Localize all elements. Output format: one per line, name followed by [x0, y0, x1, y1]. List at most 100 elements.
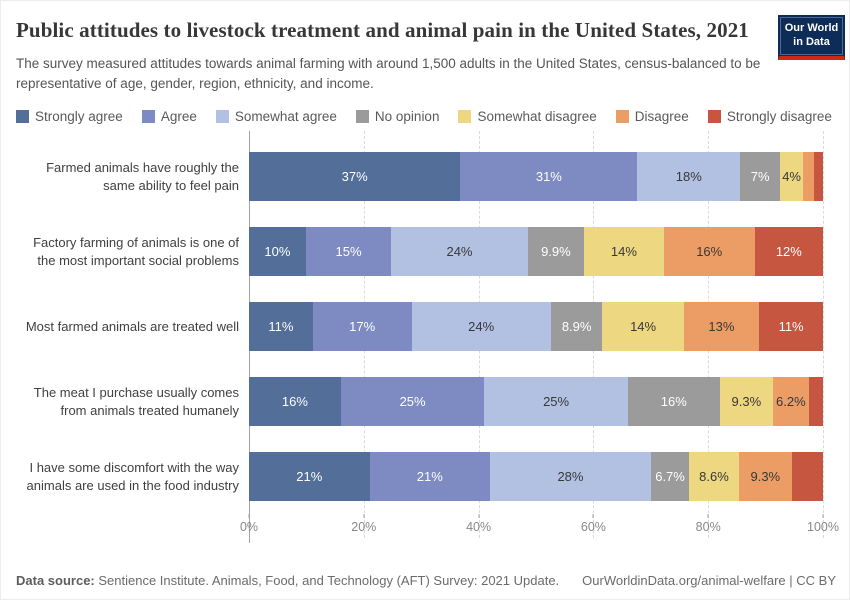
legend-label: Disagree: [634, 109, 689, 125]
axis-tick-label: 60%: [580, 520, 606, 535]
bar-segment[interactable]: 8.9%: [550, 302, 603, 352]
legend-swatch-icon: [355, 110, 369, 124]
bar-segment[interactable]: 16%: [627, 377, 720, 427]
legend-item[interactable]: No opinion: [355, 109, 440, 125]
bar-segment[interactable]: 16%: [663, 227, 755, 277]
bar-segment[interactable]: 24%: [411, 302, 551, 352]
axis-tick-label: 80%: [695, 520, 721, 535]
bar-segment[interactable]: 18%: [637, 152, 741, 202]
bar-segment[interactable]: 13%: [683, 302, 760, 352]
category-label: I have some discomfort with the way anim…: [26, 460, 239, 493]
axis-tick-mark: [822, 514, 824, 519]
bar-segment[interactable]: 24%: [391, 227, 528, 277]
bar-segment[interactable]: 17%: [312, 302, 412, 352]
legend-swatch-icon: [215, 110, 229, 124]
category-label: The meat I purchase usually comes from a…: [33, 385, 239, 418]
x-axis: 0% 20% 40% 60% 80% 100%: [240, 514, 839, 538]
gridline: [823, 131, 824, 539]
chart-legend: Strongly agree Agree Somewhat agree No opin…: [16, 109, 836, 124]
legend-item[interactable]: Strongly agree: [16, 109, 123, 124]
bar-segment[interactable]: 9.3%: [719, 377, 774, 427]
table-row: 16% 25% 25% 16% 9.3% 6.2%: [249, 364, 823, 439]
chart-footer: Data source: Sentience Institute. Animal…: [16, 573, 836, 588]
bar-segment[interactable]: 8.6%: [689, 452, 739, 502]
legend-label: Somewhat agree: [234, 109, 337, 125]
plot-area: 37% 31% 18% 7% 4% 10% 15% 24% 9.9% 14% 16% 12% 11% 17…: [240, 131, 839, 544]
bar-segment[interactable]: 14%: [584, 227, 664, 277]
bar-segment[interactable]: 11%: [249, 302, 313, 352]
bar-segment[interactable]: 31%: [460, 152, 638, 202]
owid-logo[interactable]: Our World in Data: [778, 15, 845, 60]
stacked-bar: 11% 17% 24% 8.9% 14% 13% 11%: [249, 302, 824, 352]
bar-segment[interactable]: 12%: [754, 227, 823, 277]
bar-segment[interactable]: [792, 452, 823, 502]
bar-segment[interactable]: 21%: [369, 452, 491, 502]
table-row: 11% 17% 24% 8.9% 14% 13% 11%: [249, 289, 824, 364]
bar-segment[interactable]: 21%: [249, 452, 370, 502]
category-labels-column: Farmed animals have roughly the same abi…: [16, 139, 249, 538]
legend-label: No opinion: [374, 109, 440, 125]
legend-swatch-icon: [707, 110, 721, 124]
legend-swatch-icon: [141, 110, 155, 124]
bar-segment[interactable]: 6.7%: [650, 452, 690, 502]
legend-swatch-icon: [16, 110, 29, 124]
bar-segment[interactable]: 11%: [759, 302, 824, 352]
bar-segment[interactable]: 6.2%: [773, 377, 809, 427]
data-source-label: Data source:: [16, 573, 95, 588]
stacked-bar: 16% 25% 25% 16% 9.3% 6.2%: [249, 377, 823, 427]
axis-tick-mark: [707, 514, 709, 519]
bar-segment[interactable]: 28%: [490, 452, 651, 502]
legend-label: Agree: [160, 109, 197, 125]
bar-segment[interactable]: 16%: [249, 377, 341, 427]
bar-segment[interactable]: 9.3%: [738, 452, 792, 502]
page-title: Public attitudes to livestock treatment …: [16, 18, 749, 42]
stacked-bar-chart: Farmed animals have roughly the same abi…: [16, 131, 839, 544]
stacked-bar: 10% 15% 24% 9.9% 14% 16% 12%: [249, 227, 823, 277]
bar-segment[interactable]: 37%: [249, 152, 461, 202]
table-row: 10% 15% 24% 9.9% 14% 16% 12%: [249, 214, 823, 289]
category-label: Factory farming of animals is one of the…: [33, 235, 239, 268]
legend-item[interactable]: Somewhat agree: [215, 109, 337, 125]
legend-label: Somewhat disagree: [477, 109, 597, 125]
legend-label: Strongly agree: [35, 109, 123, 125]
axis-tick-label: 100%: [807, 520, 839, 535]
legend-swatch-icon: [458, 110, 472, 124]
axis-tick-label: 40%: [466, 520, 492, 535]
axis-tick-label: 0%: [239, 520, 259, 535]
legend-swatch-icon: [615, 110, 629, 124]
chart-subtitle: The survey measured attitudes towards an…: [16, 55, 761, 91]
bar-segment[interactable]: 4%: [780, 152, 804, 202]
table-row: 37% 31% 18% 7% 4%: [249, 139, 824, 214]
legend-item[interactable]: Disagree: [615, 109, 689, 125]
category-label: Most farmed animals are treated well: [25, 318, 239, 334]
legend-item[interactable]: Strongly disagree: [707, 109, 832, 125]
bar-segment[interactable]: 7%: [740, 152, 781, 202]
owid-logo-text: Our World in Data: [780, 17, 843, 55]
bar-segment[interactable]: 25%: [340, 377, 485, 427]
axis-tick-mark: [592, 514, 594, 519]
category-label: Farmed animals have roughly the same abi…: [46, 160, 239, 193]
bar-segment[interactable]: [803, 152, 815, 202]
axis-tick-label: 20%: [351, 520, 377, 535]
stacked-bar: 37% 31% 18% 7% 4%: [249, 152, 824, 202]
data-source-text: Sentience Institute. Animals, Food, and …: [94, 573, 560, 588]
attribution-link[interactable]: OurWorldinData.org/animal-welfare | CC B…: [582, 573, 836, 588]
bar-segment[interactable]: [808, 377, 823, 427]
axis-tick-mark: [248, 514, 250, 519]
bar-segment[interactable]: 25%: [484, 377, 628, 427]
bar-segment[interactable]: [814, 152, 824, 202]
axis-tick-mark: [363, 514, 365, 519]
stacked-bar: 21% 21% 28% 6.7% 8.6% 9.3%: [249, 452, 823, 502]
axis-tick-mark: [478, 514, 480, 519]
bar-segment[interactable]: 10%: [249, 227, 306, 277]
bar-segment[interactable]: 14%: [602, 302, 684, 352]
data-source-note: Data source: Sentience Institute. Animal…: [16, 573, 559, 588]
table-row: 21% 21% 28% 6.7% 8.6% 9.3%: [249, 439, 823, 514]
legend-item[interactable]: Somewhat disagree: [458, 109, 597, 125]
bar-segment[interactable]: 15%: [305, 227, 392, 277]
bar-segment[interactable]: 9.9%: [527, 227, 585, 277]
legend-label: Strongly disagree: [726, 109, 832, 125]
bar-rows: 37% 31% 18% 7% 4% 10% 15% 24% 9.9% 14% 16% 12% 11% 17…: [249, 139, 824, 514]
legend-item[interactable]: Agree: [141, 109, 197, 125]
